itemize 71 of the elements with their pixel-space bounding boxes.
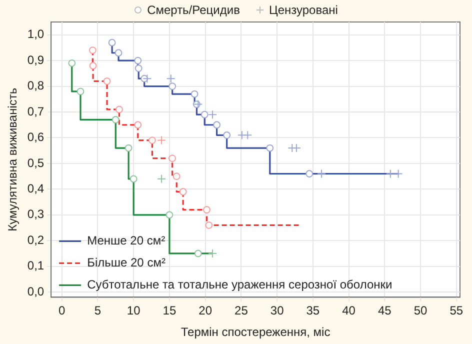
x-tick-label: 40	[342, 304, 356, 318]
x-axis-title: Термін спостереження, міс	[180, 325, 330, 340]
y-tick-label: 0,4	[27, 181, 44, 196]
point	[213, 121, 220, 129]
point	[168, 82, 176, 90]
point	[130, 175, 138, 183]
x-tick-label: 5	[94, 304, 102, 318]
point	[112, 116, 120, 124]
point	[200, 110, 208, 118]
point	[386, 169, 395, 178]
point	[124, 144, 132, 152]
y-tick-label: 0,1	[27, 258, 44, 273]
point	[237, 130, 246, 140]
x-tick-label: 25	[234, 304, 248, 318]
y-tick-label: 0,7	[27, 104, 44, 118]
y-tick-label: 1,0	[27, 27, 44, 42]
y-tick-label: 0,3	[27, 207, 44, 222]
x-tick-label: 30	[270, 304, 284, 318]
point	[266, 144, 274, 152]
y-tick-label: 0,8	[27, 78, 44, 93]
point	[203, 206, 210, 214]
point	[194, 100, 203, 109]
point	[103, 77, 111, 85]
y-tick-label: 0,5	[27, 156, 44, 170]
y-tick-label: 0,9	[27, 52, 44, 67]
legend-label: Менше 20 см²	[87, 234, 166, 248]
point	[194, 250, 202, 258]
point	[114, 49, 122, 57]
point	[168, 154, 176, 162]
point	[306, 170, 314, 178]
point	[317, 169, 326, 178]
point	[68, 59, 76, 67]
point	[166, 74, 176, 84]
point	[134, 121, 142, 129]
point	[208, 110, 217, 120]
point	[89, 62, 97, 70]
x-tick-label: 0	[58, 304, 66, 318]
y-tick-label: 0,0	[27, 284, 44, 298]
point	[394, 169, 403, 178]
point	[134, 64, 142, 72]
point	[243, 130, 252, 140]
y-axis-title: Кумулятивна виживаність	[6, 88, 20, 232]
legend-label: Субтотальне та тотальне ураження серозної оболонки	[87, 278, 392, 292]
point	[76, 88, 84, 96]
point	[223, 131, 231, 139]
x-tick-label: 10	[126, 304, 141, 318]
x-tick-label: 35	[306, 304, 320, 318]
legend-label: Більше 20 см²	[87, 256, 166, 270]
x-tick-label: 55	[450, 304, 464, 318]
point	[134, 56, 142, 64]
point	[190, 90, 198, 98]
point	[166, 211, 174, 219]
x-tick-label: 15	[162, 304, 176, 318]
x-tick-label: 50	[414, 304, 428, 318]
point	[88, 46, 96, 54]
x-tick-label: 45	[378, 304, 392, 318]
text: Цензуровані	[268, 3, 338, 17]
point	[142, 74, 152, 84]
point	[157, 136, 166, 145]
point	[148, 136, 156, 144]
point	[116, 106, 123, 114]
y-tick-label: 0,6	[27, 130, 44, 144]
y-tick-label: 0,2	[27, 232, 44, 247]
point	[179, 188, 187, 196]
point	[208, 248, 217, 258]
point	[205, 221, 213, 229]
point	[157, 174, 166, 184]
point	[172, 172, 180, 180]
text: Смерть/Рецидив	[147, 3, 240, 17]
point	[108, 38, 116, 46]
x-tick-label: 20	[198, 304, 212, 318]
